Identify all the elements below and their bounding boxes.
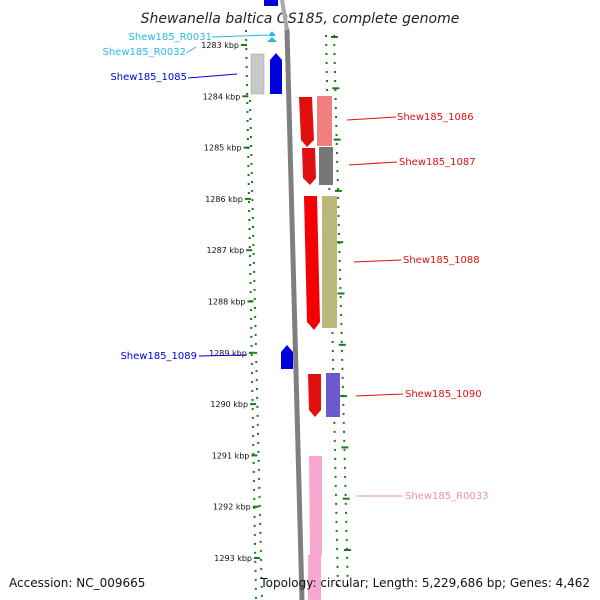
gene-shew185-1086-cog-box bbox=[317, 96, 332, 146]
gene-shew185-r0032-glyph bbox=[267, 37, 277, 42]
gene-label-shew185-1090[interactable]: Shew185_1090 bbox=[405, 389, 482, 400]
ruler-label: 1292 kbp bbox=[213, 503, 251, 512]
gene-label-shew185-r0032[interactable]: Shew185_R0032 bbox=[102, 47, 186, 58]
gene-label-shew185-1089[interactable]: Shew185_1089 bbox=[120, 351, 197, 362]
accession-label: Accession: NC_009665 bbox=[9, 576, 146, 590]
ruler-label: 1293 kbp bbox=[214, 554, 252, 563]
gene-label-shew185-1087[interactable]: Shew185_1087 bbox=[399, 157, 476, 168]
gene-fragment-top bbox=[264, 0, 278, 6]
callout-line-1088 bbox=[353, 259, 402, 263]
gene-shew185-1086-glyph bbox=[299, 97, 314, 147]
ruler-label: 1284 kbp bbox=[203, 92, 241, 101]
track-guide-left-inner bbox=[249, 99, 263, 600]
gene-label-shew185-1085[interactable]: Shew185_1085 bbox=[110, 72, 187, 83]
gene-shew185-1088-cog-box bbox=[322, 196, 337, 328]
callout-line-r0031 bbox=[211, 34, 269, 38]
topology-label: Topology: circular; Length: 5,229,686 bp… bbox=[260, 576, 590, 590]
ruler-label: 1291 kbp bbox=[212, 451, 250, 460]
track-guide-left-outer bbox=[245, 29, 257, 600]
callout-line-1085 bbox=[187, 73, 238, 79]
callout-line-1087 bbox=[348, 161, 398, 166]
gene-label-shew185-r0033[interactable]: Shew185_R0033 bbox=[405, 491, 489, 502]
callout-line-1086 bbox=[346, 116, 397, 121]
ruler-label: 1287 kbp bbox=[206, 246, 244, 255]
gene-shew185-1087-cog-box bbox=[319, 147, 333, 185]
gene-features bbox=[250, 0, 340, 600]
genome-backbone bbox=[284, 27, 305, 600]
gene-shew185-1085-cog-box bbox=[250, 53, 265, 95]
ruler-label: 1290 kbp bbox=[210, 400, 248, 409]
ruler-label: 1285 kbp bbox=[204, 144, 242, 153]
ruler-label: 1289 kbp bbox=[209, 349, 247, 358]
ruler-label: 1283 kbp bbox=[201, 41, 239, 50]
gene-label-shew185-1086[interactable]: Shew185_1086 bbox=[397, 112, 474, 123]
gene-label-shew185-r0031[interactable]: Shew185_R0031 bbox=[128, 32, 212, 43]
gene-shew185-1088-glyph bbox=[304, 196, 320, 330]
kbp-ruler: 1283 kbp 1284 kbp 1285 kbp 1286 kbp 1287 kbp… bbox=[201, 36, 351, 563]
gene-labels: Shew185_R0031 Shew185_R0032 Shew185_1085… bbox=[102, 32, 488, 502]
gene-shew185-r0033-glyph bbox=[309, 456, 322, 563]
gene-shew185-1090-cog-box bbox=[326, 373, 340, 417]
gene-shew185-r0033-continued bbox=[308, 555, 321, 600]
gene-shew185-r0031-glyph bbox=[268, 31, 276, 36]
gene-label-shew185-1088[interactable]: Shew185_1088 bbox=[403, 255, 480, 266]
gene-shew185-1089-glyph bbox=[281, 345, 293, 369]
callout-line-r0032 bbox=[185, 46, 197, 54]
gene-shew185-1085-glyph bbox=[270, 53, 282, 94]
ruler-label: 1286 kbp bbox=[205, 195, 243, 204]
callout-lines bbox=[185, 34, 404, 497]
genome-title: Shewanella baltica OS185, complete genom… bbox=[141, 11, 460, 27]
gene-shew185-1090-glyph bbox=[308, 374, 321, 417]
genome-backbone-top bbox=[280, 0, 289, 31]
callout-line-1089 bbox=[198, 354, 248, 357]
callout-line-1090 bbox=[355, 393, 404, 397]
ruler-label: 1288 kbp bbox=[208, 298, 246, 307]
gene-shew185-1087-glyph bbox=[302, 148, 316, 185]
